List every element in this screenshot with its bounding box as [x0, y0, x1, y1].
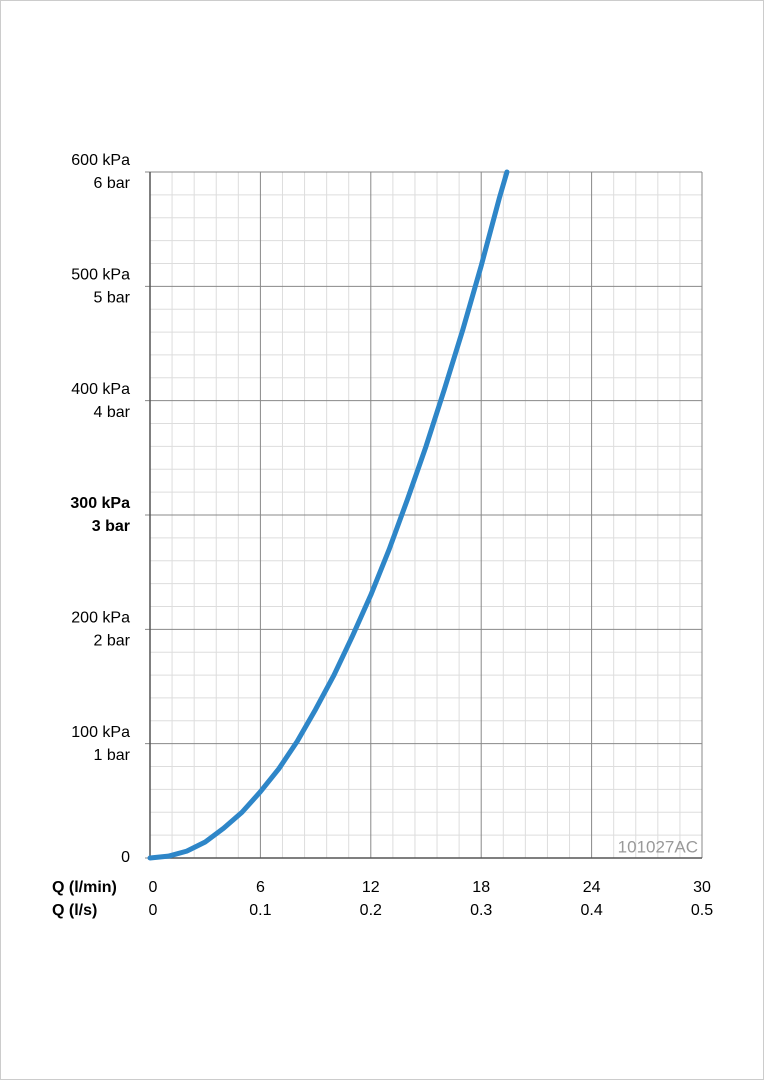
y-tick-label: 200 kPa: [71, 610, 130, 627]
y2-tick-label: 5 bar: [94, 290, 131, 307]
x2-tick-label: 0.4: [580, 902, 602, 919]
y2-tick-label: 2 bar: [94, 633, 131, 650]
x2-tick-label: 0.2: [360, 902, 382, 919]
x-tick-label: 24: [583, 879, 601, 896]
y-tick-label: 300 kPa: [70, 495, 130, 512]
y-tick-label: 500 kPa: [71, 267, 130, 284]
y2-tick-label: 6 bar: [94, 175, 131, 192]
y-tick-label: 600 kPa: [71, 152, 130, 169]
y2-tick-label: 3 bar: [92, 518, 130, 535]
data-line: [147, 169, 510, 861]
x2-tick-label: 0: [149, 902, 158, 919]
x2-axis-label: Q (l/s): [52, 902, 97, 919]
y2-tick-label: 1 bar: [94, 747, 131, 764]
x-tick-label: 18: [472, 879, 490, 896]
y-tick-label: 400 kPa: [71, 381, 130, 398]
x-axis-label: Q (l/min): [52, 879, 117, 896]
x-tick-label: 12: [362, 879, 380, 896]
annotation: 101027AC: [618, 837, 698, 856]
y2-tick-label: 4 bar: [94, 404, 131, 421]
y-tick-label: 0: [121, 849, 130, 866]
x2-tick-label: 0.5: [691, 902, 713, 919]
x2-tick-label: 0.1: [249, 902, 271, 919]
x-tick-label: 6: [256, 879, 265, 896]
x2-tick-label: 0.3: [470, 902, 492, 919]
y-tick-label: 100 kPa: [71, 724, 130, 741]
x-tick-label: 30: [693, 879, 711, 896]
x-tick-label: 0: [149, 879, 158, 896]
